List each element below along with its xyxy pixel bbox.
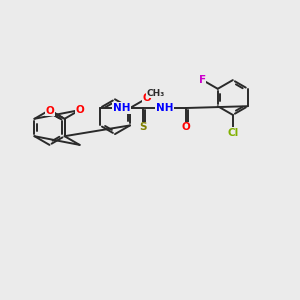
Text: NH: NH [156,103,173,113]
Text: O: O [46,106,55,116]
Text: F: F [199,75,206,85]
Text: CH₃: CH₃ [146,89,164,98]
Text: S: S [139,122,147,133]
Text: O: O [182,122,191,133]
Text: O: O [75,105,84,115]
Text: NH: NH [113,103,130,113]
Text: O: O [142,93,151,103]
Text: Cl: Cl [227,128,238,138]
